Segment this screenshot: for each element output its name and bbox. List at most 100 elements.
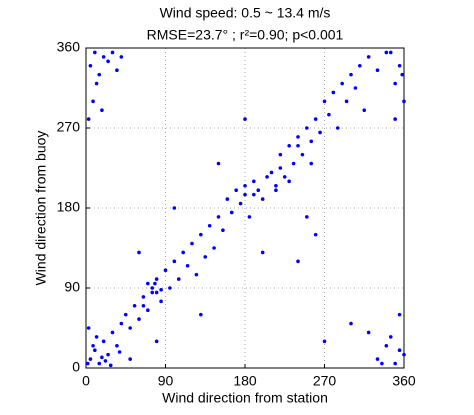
point bbox=[243, 183, 247, 188]
point bbox=[380, 361, 384, 366]
x-tick-label: 90 bbox=[158, 373, 174, 389]
point bbox=[153, 281, 157, 286]
point bbox=[269, 170, 274, 175]
point bbox=[384, 50, 389, 55]
point bbox=[309, 161, 314, 166]
point bbox=[88, 357, 93, 361]
point bbox=[229, 210, 234, 215]
point bbox=[234, 188, 238, 193]
point bbox=[97, 361, 102, 366]
point bbox=[260, 250, 265, 255]
point bbox=[402, 99, 406, 104]
x-tick-label: 360 bbox=[392, 373, 416, 389]
point bbox=[168, 286, 172, 290]
point bbox=[172, 206, 177, 210]
point bbox=[265, 175, 269, 179]
plot-frame bbox=[85, 47, 405, 369]
point bbox=[238, 201, 243, 206]
point bbox=[91, 343, 95, 348]
point bbox=[400, 72, 405, 77]
point bbox=[318, 130, 322, 135]
point bbox=[110, 330, 115, 335]
point bbox=[282, 175, 287, 179]
x-tick-label: 0 bbox=[82, 373, 90, 389]
chart-title: Wind speed: 0.5 ~ 13.4 m/s bbox=[160, 5, 331, 21]
point bbox=[100, 108, 104, 113]
point bbox=[393, 81, 397, 86]
point bbox=[93, 348, 97, 353]
point bbox=[247, 215, 252, 219]
y-axis-label: Wind direction from buoy bbox=[33, 131, 49, 286]
point bbox=[274, 188, 278, 193]
y-tick-label: 0 bbox=[72, 359, 80, 375]
point bbox=[313, 117, 318, 121]
y-tick-label: 180 bbox=[57, 199, 81, 215]
point bbox=[101, 55, 106, 59]
point bbox=[115, 68, 119, 73]
point bbox=[305, 215, 309, 219]
y-tick-label: 270 bbox=[57, 119, 81, 135]
point bbox=[397, 312, 402, 317]
point bbox=[106, 352, 110, 357]
point bbox=[154, 290, 159, 295]
point bbox=[287, 143, 291, 148]
point bbox=[115, 343, 119, 348]
point bbox=[327, 112, 331, 117]
point bbox=[353, 86, 358, 90]
point bbox=[91, 99, 95, 104]
point bbox=[296, 135, 300, 139]
point bbox=[388, 335, 393, 339]
point bbox=[287, 179, 291, 184]
point bbox=[103, 359, 108, 363]
point bbox=[190, 241, 194, 246]
point bbox=[141, 303, 146, 308]
point bbox=[256, 188, 261, 193]
point bbox=[331, 90, 336, 95]
point bbox=[159, 287, 163, 292]
point bbox=[375, 357, 380, 361]
point bbox=[154, 277, 159, 281]
point bbox=[132, 303, 137, 308]
point bbox=[146, 281, 150, 286]
point bbox=[86, 117, 91, 121]
point bbox=[362, 108, 367, 113]
point bbox=[366, 330, 371, 335]
point bbox=[309, 139, 314, 144]
point bbox=[185, 263, 190, 268]
point bbox=[252, 192, 256, 197]
point bbox=[340, 81, 344, 86]
point bbox=[335, 126, 340, 130]
point bbox=[117, 350, 122, 354]
x-tick-label: 180 bbox=[233, 373, 257, 389]
point bbox=[163, 268, 168, 273]
point bbox=[349, 72, 353, 77]
point bbox=[194, 272, 199, 277]
point bbox=[388, 50, 393, 55]
point bbox=[94, 81, 99, 86]
x-tick-label: 270 bbox=[313, 373, 337, 389]
point bbox=[100, 355, 104, 360]
point bbox=[216, 161, 221, 166]
point bbox=[216, 215, 221, 219]
chart-subtitle: RMSE=23.7° ; r²=0.90; p<0.001 bbox=[147, 27, 344, 43]
y-tick-label: 90 bbox=[64, 279, 80, 295]
point bbox=[296, 259, 300, 264]
point bbox=[88, 63, 93, 68]
point bbox=[313, 232, 318, 237]
point bbox=[199, 232, 203, 237]
point bbox=[172, 259, 177, 264]
point bbox=[375, 68, 380, 73]
point bbox=[123, 312, 128, 317]
point bbox=[159, 299, 163, 304]
point bbox=[150, 286, 155, 290]
point bbox=[260, 197, 265, 201]
point bbox=[225, 197, 230, 201]
y-tick-label: 360 bbox=[57, 39, 81, 55]
point bbox=[322, 99, 327, 104]
point bbox=[344, 99, 349, 104]
point bbox=[203, 255, 208, 259]
point bbox=[128, 326, 132, 330]
point bbox=[393, 117, 397, 121]
point bbox=[349, 321, 353, 326]
